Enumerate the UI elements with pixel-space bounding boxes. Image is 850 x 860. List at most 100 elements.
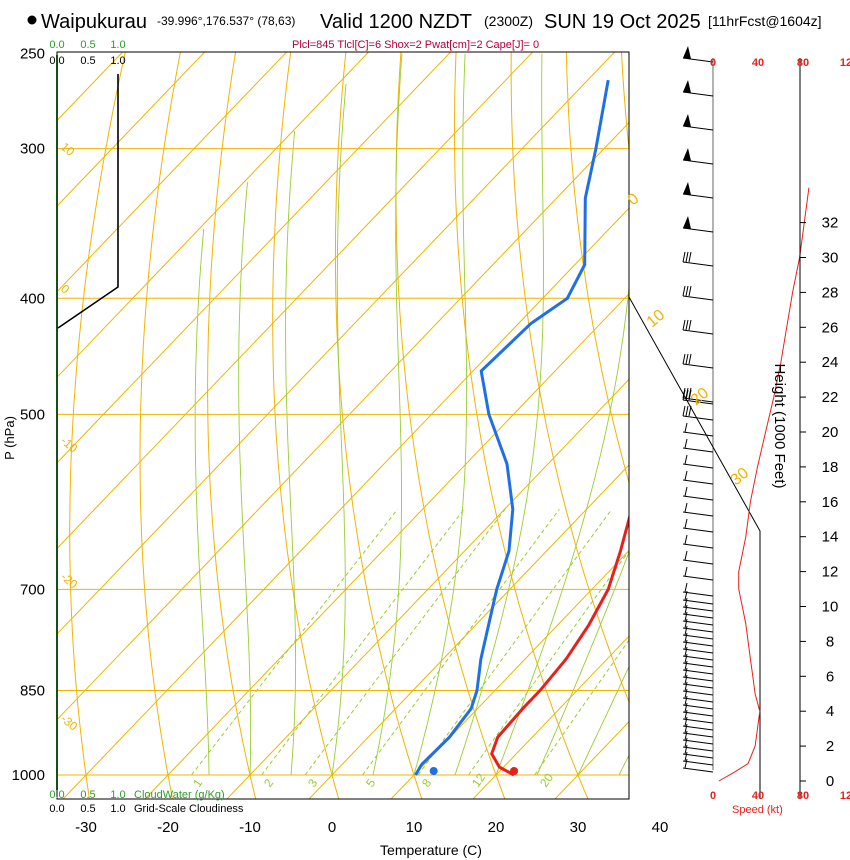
- wind-barb-staff: [682, 599, 714, 605]
- wind-barb-staff: [682, 606, 714, 612]
- theta-label: 0: [625, 190, 643, 209]
- wind-barb-staff: [682, 463, 714, 469]
- cloudiness-bottom-tick-label: 0.5: [80, 803, 95, 815]
- wind-barb-feather: [684, 422, 688, 433]
- wind-barb-feather: [688, 353, 692, 365]
- wind-barb-staff: [682, 91, 714, 97]
- wind-barb-feather: [685, 319, 689, 331]
- wind-barb-feather: [684, 550, 688, 561]
- wind-barb-staff: [682, 329, 714, 335]
- pressure-ticks: 250 300 400 500 700 850 1000: [12, 46, 45, 784]
- wind-barb-staff: [682, 704, 714, 710]
- wind-barb-feather: [684, 744, 688, 755]
- cloudiness-bottom-tick-label: 1.0: [110, 803, 125, 815]
- wind-barb-feather: [688, 285, 692, 297]
- wind-barb-staff: [682, 613, 714, 619]
- pressure-tick-label: 500: [20, 406, 45, 423]
- wind-barb-feather: [684, 611, 688, 622]
- wind-barb-staff: [682, 627, 714, 633]
- wind-barb-feather: [684, 454, 688, 465]
- wind-barb-feather: [684, 597, 688, 608]
- wind-barb-staff: [682, 725, 714, 731]
- moist-adiabat-line: [238, 182, 252, 776]
- wind-barb-staff: [682, 431, 714, 437]
- height-tick-label: 30: [822, 250, 839, 267]
- surface-temperature-marker: [510, 767, 519, 775]
- isotherm-line: [57, 52, 534, 550]
- temperature-axis-label: Temperature (C): [380, 842, 482, 858]
- wind-barb-staff: [682, 159, 714, 165]
- pressure-tick-label: 300: [20, 141, 45, 158]
- height-tick-label: 10: [822, 599, 839, 616]
- wind-barb-feather: [684, 534, 688, 545]
- wind-barb-staff: [682, 641, 714, 647]
- wind-barb-feather: [682, 285, 686, 297]
- isotherm-line: [62, 207, 629, 799]
- mixing-ratio-line: [304, 508, 506, 776]
- wind-barb-feather: [684, 667, 688, 678]
- background-lines: [57, 33, 850, 801]
- speed-top-tick-label: 80: [797, 57, 809, 69]
- sounding-indices: Plcl=845 Tlcl[C]=6 Shox=2 Pwat[cm]=2 Cap…: [292, 39, 539, 51]
- wind-barb-feather: [684, 653, 688, 664]
- temperature-tick-label: 40: [652, 819, 669, 836]
- wind-barb-pennant: [683, 114, 691, 127]
- wind-barb-staff: [682, 746, 714, 752]
- wind-barb-feather: [684, 486, 688, 497]
- wind-barb-feather: [688, 319, 692, 331]
- speed-bottom-tick-label: 80: [797, 790, 809, 802]
- pressure-tick-label: 250: [20, 46, 45, 63]
- speed-top-ticks: 0 40 80 12: [710, 57, 850, 69]
- wind-barb-staff: [682, 227, 714, 233]
- dry-adiabat-line: [334, 52, 423, 799]
- height-tick-label: 0: [826, 773, 834, 790]
- wind-barb-staff: [682, 753, 714, 759]
- isotherm-line: [57, 52, 370, 379]
- wind-barb-feather: [688, 405, 692, 417]
- wind-barb-feather: [684, 681, 688, 692]
- wind-barb-feather: [684, 688, 688, 699]
- wind-barb-feather: [684, 618, 688, 629]
- cloudwater-bottom-tick-label: 1.0: [110, 789, 125, 801]
- speed-bottom-tick-label: 40: [752, 790, 764, 802]
- isotherm-line: [144, 293, 629, 799]
- dry-adiabat-line: [453, 52, 589, 799]
- wind-barb-staff: [682, 193, 714, 199]
- speed-bottom-ticks: 0 40 80 12: [710, 790, 850, 802]
- moist-adiabat-line: [285, 130, 297, 776]
- height-tick-label: 12: [822, 564, 839, 581]
- temperature-tick-label: 0: [328, 819, 336, 836]
- wind-barbs: [682, 46, 714, 773]
- wind-barb-staff: [682, 125, 714, 131]
- wind-barb-feather: [684, 702, 688, 713]
- wind-barb-staff: [682, 655, 714, 661]
- wind-barb-staff: [682, 767, 714, 773]
- height-tick-label: 26: [822, 319, 839, 336]
- wind-barb-feather: [682, 251, 686, 263]
- wind-barb-pennant: [683, 46, 691, 59]
- moist-adiabat-line: [660, 54, 850, 775]
- wind-barb-feather: [688, 389, 692, 401]
- dry-adiabat-line: [510, 52, 629, 704]
- pressure-tick-label: 1000: [12, 767, 45, 784]
- wind-barb-staff: [682, 543, 714, 549]
- moist-adiabat-line: [618, 754, 629, 776]
- mixing-ratio-label: 2: [261, 776, 276, 790]
- height-tick-label: 20: [822, 424, 839, 441]
- dry-adiabat-line: [839, 33, 850, 801]
- wind-barb-feather: [682, 405, 686, 417]
- cloudiness-bottom-ticks: 0.0 0.5 1.0: [49, 803, 125, 815]
- wind-barb-feather: [688, 251, 692, 263]
- height-tick-label: 28: [822, 284, 839, 301]
- wind-barb-staff: [682, 676, 714, 682]
- dry-adiabat-line: [272, 52, 340, 799]
- isotherm-line: [57, 52, 288, 293]
- isotherm-label: -10: [58, 434, 81, 456]
- mixing-ratio-label: 5: [363, 776, 378, 790]
- cloudwater-top-tick-label: 0.0: [49, 39, 64, 51]
- wind-barb-feather: [684, 518, 688, 529]
- station-coords: -39.996°,176.537° (78,63): [157, 14, 295, 28]
- wind-barb-feather: [684, 646, 688, 657]
- wind-barb-pennant: [683, 182, 691, 195]
